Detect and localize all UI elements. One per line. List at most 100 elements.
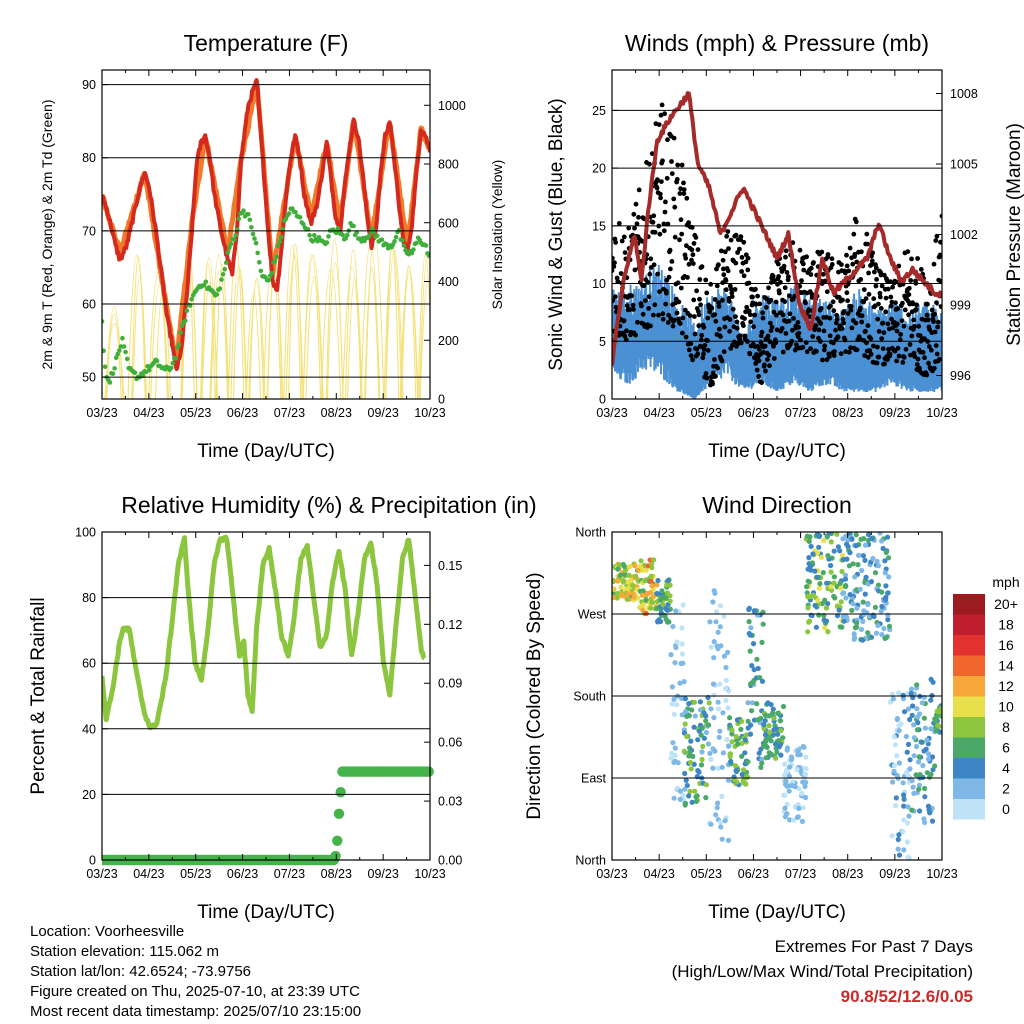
wind-direction-point — [772, 741, 779, 747]
wind-direction-point — [783, 778, 789, 784]
wind-direction-point — [841, 590, 847, 596]
wind-direction-point — [816, 533, 823, 540]
gust-point — [934, 351, 940, 357]
gust-point — [810, 334, 816, 339]
wind-direction-point — [682, 802, 688, 808]
gust-point — [937, 252, 942, 258]
wind-direction-point — [729, 731, 735, 737]
wind-direction-point — [678, 660, 684, 667]
wind-direction-point — [885, 590, 891, 596]
wind-direction-point — [914, 743, 920, 750]
gust-point — [864, 231, 870, 237]
wind-direction-point — [922, 794, 928, 800]
dewpoint-point — [393, 234, 399, 240]
wind-direction-point — [875, 622, 881, 629]
wind-direction-point — [688, 766, 694, 772]
wind-direction-point — [660, 594, 666, 600]
wind-direction-point — [725, 705, 731, 711]
x-axis-label: Time (Day/UTC) — [197, 902, 335, 923]
gust-point — [822, 347, 827, 353]
dewpoint-point — [274, 254, 279, 260]
wind-direction-point — [614, 595, 620, 601]
solar-insolation-trace — [419, 278, 430, 399]
colorbar-title: mph — [992, 574, 1019, 590]
dewpoint-point — [257, 260, 262, 265]
chart-title: Wind Direction — [702, 492, 852, 518]
wind-direction-point — [896, 690, 902, 696]
gust-point — [632, 267, 638, 273]
gust-point — [741, 323, 746, 329]
wind-direction-point — [823, 618, 830, 624]
gust-point — [725, 268, 731, 274]
gust-point — [704, 290, 710, 296]
wind-direction-point — [928, 726, 934, 732]
dewpoint-point — [112, 366, 117, 371]
gust-point — [634, 221, 640, 227]
dewpoint-point — [184, 308, 190, 314]
gust-point — [839, 262, 844, 267]
gust-point — [719, 358, 725, 364]
gust-point — [865, 354, 871, 360]
wind-direction-point — [901, 796, 907, 802]
wind-direction-point — [665, 578, 671, 584]
gust-point — [909, 256, 914, 262]
wind-direction-point — [901, 817, 907, 823]
wind-direction-point — [711, 692, 717, 698]
y-right-tick-label: 400 — [438, 275, 459, 289]
wind-direction-point — [684, 733, 690, 740]
wind-direction-point — [824, 580, 830, 586]
gust-point — [624, 303, 630, 309]
panel-humidity — [101, 531, 431, 861]
gust-point — [912, 354, 918, 359]
gust-point — [704, 375, 710, 381]
wind-direction-point — [914, 682, 920, 688]
gust-point — [926, 344, 932, 349]
solar-insolation-trace — [201, 281, 219, 399]
gust-point — [808, 272, 814, 277]
wind-direction-point — [755, 665, 761, 672]
wind-direction-point — [679, 712, 685, 718]
solar-insolation-trace — [385, 250, 404, 399]
gust-point — [776, 274, 781, 279]
gust-point — [705, 348, 711, 353]
wind-direction-point — [896, 832, 902, 838]
gust-point — [780, 312, 786, 318]
humidity-plot-area — [102, 534, 434, 866]
gust-point — [722, 324, 728, 330]
gust-point — [757, 301, 763, 307]
gust-point — [686, 347, 692, 353]
dewpoint-point — [124, 356, 130, 362]
wind-direction-point — [858, 536, 864, 542]
wind-direction-point — [860, 637, 866, 643]
gust-point — [657, 289, 662, 294]
wind-direction-point — [799, 818, 806, 825]
colorbar-swatch — [953, 737, 985, 758]
gust-point — [931, 319, 936, 324]
dewpoint-point — [409, 250, 415, 256]
dewpoint-point — [146, 368, 152, 373]
solar-insolation-trace — [417, 254, 430, 399]
wind-direction-point — [743, 732, 750, 738]
wind-direction-point — [655, 577, 661, 584]
gust-point — [738, 340, 744, 346]
gust-point — [738, 234, 744, 240]
panel-winds — [611, 69, 943, 400]
y-right-tick-label: 1002 — [950, 228, 978, 242]
gust-point — [797, 247, 803, 253]
wind-direction-point — [832, 595, 838, 601]
wind-direction-point — [825, 553, 831, 559]
wind-direction-point — [745, 774, 751, 780]
gust-point — [883, 295, 889, 301]
gust-point — [723, 287, 729, 293]
gust-point — [658, 112, 664, 118]
y-tick-label: 40 — [82, 722, 96, 736]
wind-direction-point — [692, 713, 698, 719]
wind-direction-point — [885, 555, 892, 561]
gust-point — [771, 343, 776, 349]
wind-direction-point — [673, 608, 679, 614]
wind-direction-point — [680, 602, 686, 608]
wind-direction-point — [911, 722, 917, 728]
wind-direction-point — [687, 749, 693, 755]
wind-direction-point — [787, 764, 793, 770]
wind-direction-point — [650, 594, 657, 600]
